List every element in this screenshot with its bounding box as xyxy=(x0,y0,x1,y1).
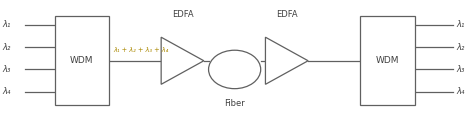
Bar xyxy=(55,16,109,105)
Text: WDM: WDM xyxy=(376,56,399,65)
Text: λ₃: λ₃ xyxy=(2,65,11,74)
Text: λ₁ + λ₂ + λ₃ + λ₄: λ₁ + λ₂ + λ₃ + λ₄ xyxy=(113,47,168,53)
Text: λ₄: λ₄ xyxy=(2,87,11,96)
Ellipse shape xyxy=(209,50,261,89)
Bar xyxy=(360,16,415,105)
Text: EDFA: EDFA xyxy=(172,10,193,19)
Text: EDFA: EDFA xyxy=(276,10,298,19)
Text: Fiber: Fiber xyxy=(224,99,245,108)
Polygon shape xyxy=(161,37,204,84)
Text: λ₄: λ₄ xyxy=(456,87,465,96)
Text: WDM: WDM xyxy=(70,56,93,65)
Text: λ₂: λ₂ xyxy=(456,43,465,52)
Text: λ₁: λ₁ xyxy=(456,20,465,29)
Polygon shape xyxy=(265,37,308,84)
Text: λ₁: λ₁ xyxy=(2,20,11,29)
Text: λ₂: λ₂ xyxy=(2,43,11,52)
Text: λ₃: λ₃ xyxy=(456,65,465,74)
